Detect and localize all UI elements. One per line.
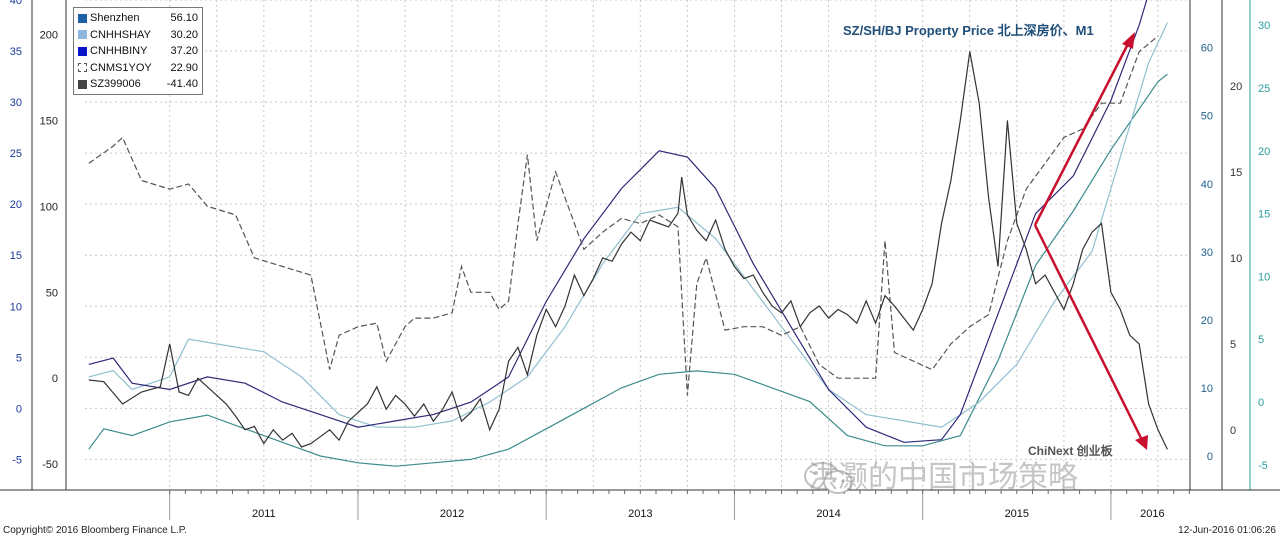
legend-value: -41.40 [166,78,198,91]
right-outer-tick-label: 10 [1258,271,1270,283]
axes: 4035302520151050-5200150100500-506050403… [0,0,1280,520]
left-inner-tick-label: 100 [40,201,58,213]
wechat-icon [804,462,853,494]
left-outer-tick-label: -5 [12,454,22,466]
series-group [88,0,1168,467]
legend-name: CNHHSHAY [90,28,151,41]
legend-entry: CNHHSHAY 30.20 [78,27,198,44]
right-inner-tick-label: 0 [1207,451,1213,463]
legend-swatch [78,30,87,40]
legend-swatch [78,46,87,56]
legend-entry: CNMS1YOY 22.90 [78,60,198,77]
x-tick-label: 2015 [1005,508,1029,520]
legend-name: CNHHBINY [90,45,148,58]
x-tick-label: 2012 [440,508,464,520]
legend-entry: SZ399006 -41.40 [78,76,198,93]
left-outer-tick-label: 0 [16,403,22,415]
watermark: 洪灏的中国市场策略 [808,460,1078,495]
left-outer-tick-label: 5 [16,352,22,364]
left-inner-tick-label: 50 [46,287,58,299]
legend: Shenzhen 56.10 CNHHSHAY 30.20 CNHHBINY 3… [73,7,203,95]
annotation-arrows [1033,32,1148,450]
left-inner-tick-label: -50 [42,459,58,471]
left-outer-tick-label: 25 [10,148,22,160]
legend-entry: Shenzhen 56.10 [78,10,198,27]
left-outer-tick-label: 10 [10,301,22,313]
right-inner-tick-label: 60 [1201,43,1213,55]
legend-value: 56.10 [170,12,198,25]
left-inner-tick-label: 0 [52,373,58,385]
legend-name: Shenzhen [90,12,140,25]
right-outer-tick-label: 5 [1258,334,1264,346]
series-line-cnhhbiny [88,0,1148,443]
right-outer-tick-label: 25 [1258,83,1270,95]
left-inner-tick-label: 200 [40,29,58,41]
left-inner-tick-label: 150 [40,115,58,127]
legend-swatch [78,63,87,73]
right-outer-tick-label: 20 [1258,146,1270,158]
right-inner-tick-label: 10 [1201,383,1213,395]
x-tick-label: 2013 [628,508,652,520]
right-inner-tick-label: 40 [1201,179,1213,191]
series-line-cnhhshay [88,22,1168,428]
arrow-up-line [1033,39,1132,226]
arrow-down-line [1033,224,1145,443]
arrow-down-head [1135,435,1148,450]
left-outer-tick-label: 40 [10,0,22,7]
left-outer-tick-label: 35 [10,46,22,58]
legend-swatch [78,79,87,89]
timestamp-text: 12-Jun-2016 01:06:26 [1178,525,1276,536]
legend-value: 30.20 [170,28,198,41]
chart-title: SZ/SH/BJ Property Price 北上深房价、M1 [843,23,1094,38]
series-line-sz399006 [88,51,1168,450]
legend-name: CNMS1YOY [90,61,152,74]
x-tick-label: 2016 [1140,508,1164,520]
right-outer-tick-label: 30 [1258,20,1270,32]
legend-value: 22.90 [170,61,198,74]
right-inner-tick-label: 50 [1201,111,1213,123]
x-tick-label: 2014 [816,508,840,520]
legend-swatch [78,13,87,23]
chinext-annotation: ChiNext 创业板 [1028,444,1113,458]
right-mid-tick-label: 0 [1230,425,1236,437]
right-mid-tick-label: 15 [1230,167,1242,179]
left-outer-tick-label: 30 [10,97,22,109]
right-inner-tick-label: 20 [1201,315,1213,327]
arrow-up-head [1122,32,1135,49]
right-mid-tick-label: 20 [1230,81,1242,93]
right-mid-tick-label: 10 [1230,253,1242,265]
series-line-shenzhen [88,73,1168,467]
legend-name: SZ399006 [90,78,141,91]
legend-value: 37.20 [170,45,198,58]
series-line-cnms1yoy [88,35,1159,396]
grid-lines [85,0,1190,490]
right-outer-tick-label: 0 [1258,397,1264,409]
right-mid-tick-label: 5 [1230,339,1236,351]
right-inner-tick-label: 30 [1201,247,1213,259]
right-outer-tick-label: 15 [1258,209,1270,221]
copyright-text: Copyright© 2016 Bloomberg Finance L.P. [3,525,187,536]
left-outer-tick-label: 15 [10,250,22,262]
right-outer-tick-label: -5 [1258,460,1268,472]
x-tick-label: 2011 [252,508,276,520]
legend-entry: CNHHBINY 37.20 [78,43,198,60]
left-outer-tick-label: 20 [10,199,22,211]
